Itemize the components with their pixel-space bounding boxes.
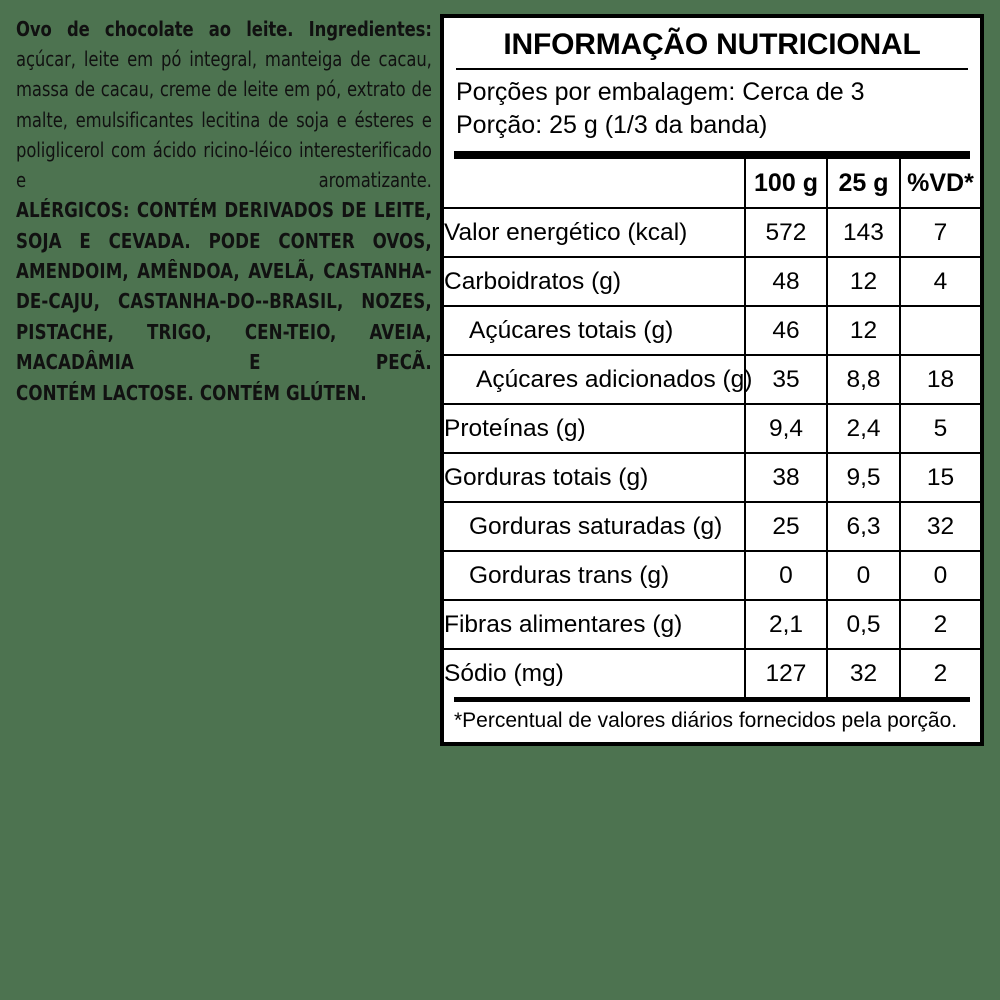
product-intro-text: Ovo de chocolate ao leite. Ingredientes: — [16, 17, 432, 41]
row-value-dv — [899, 306, 980, 356]
table-top-thick-divider — [454, 151, 970, 159]
row-value-serving: 0,5 — [826, 600, 900, 650]
row-value-100g: 2,1 — [744, 600, 827, 650]
table-row: Proteínas (g) 9,4 2,4 5 — [444, 404, 980, 454]
row-value-100g: 127 — [744, 649, 827, 697]
row-value-serving: 2,4 — [826, 404, 900, 454]
row-value-dv: 18 — [899, 355, 980, 405]
ingredients-panel: Ovo de chocolate ao leite. Ingredientes:… — [16, 14, 432, 408]
ingredients-body-text: açúcar, leite em pó integral, manteiga d… — [16, 47, 432, 193]
row-value-dv: 15 — [899, 453, 980, 503]
nutrition-facts-box: INFORMAÇÃO NUTRICIONAL Porções por embal… — [440, 14, 984, 746]
table-row: Gorduras totais (g) 38 9,5 15 — [444, 453, 980, 503]
row-value-dv: 32 — [899, 502, 980, 552]
row-value-100g: 9,4 — [744, 404, 827, 454]
header-per-serving: 25 g — [826, 159, 900, 209]
row-label: Açúcares totais (g) — [444, 306, 745, 356]
table-row: Sódio (mg) 127 32 2 — [444, 649, 980, 697]
row-value-dv: 7 — [899, 208, 980, 258]
header-per-100g: 100 g — [744, 159, 827, 209]
row-label: Gorduras saturadas (g) — [444, 502, 745, 552]
row-value-dv: 0 — [899, 551, 980, 601]
row-label: Proteínas (g) — [444, 404, 745, 454]
table-row: Açúcares totais (g) 46 12 — [444, 306, 980, 356]
row-value-serving: 143 — [826, 208, 900, 258]
table-row: Açúcares adicionados (g) 35 8,8 18 — [444, 355, 980, 405]
row-value-serving: 9,5 — [826, 453, 900, 503]
row-value-100g: 46 — [744, 306, 827, 356]
row-value-serving: 12 — [826, 257, 900, 307]
row-value-serving: 0 — [826, 551, 900, 601]
row-value-serving: 6,3 — [826, 502, 900, 552]
row-value-100g: 0 — [744, 551, 827, 601]
allergen-warning-text: ALÉRGICOS: CONTÉM DERIVADOS DE LEITE, SO… — [16, 198, 432, 375]
title-divider — [456, 68, 968, 70]
row-value-dv: 2 — [899, 649, 980, 697]
row-label: Fibras alimentares (g) — [444, 600, 745, 650]
row-label: Valor energético (kcal) — [444, 208, 745, 258]
table-row: Gorduras saturadas (g) 25 6,3 32 — [444, 502, 980, 552]
row-label: Sódio (mg) — [444, 659, 564, 687]
servings-per-package: Porções por embalagem: Cerca de 3 — [456, 78, 865, 106]
row-label: Carboidratos (g) — [444, 257, 745, 307]
header-nutrient-column — [444, 159, 745, 209]
row-label: Açúcares adicionados (g) — [444, 355, 752, 405]
table-header-row: 100 g 25 g %VD* — [444, 159, 980, 209]
ingredients-paragraph: Ovo de chocolate ao leite. Ingredientes:… — [16, 14, 432, 195]
row-value-100g: 25 — [744, 502, 827, 552]
table-row: Gorduras trans (g) 0 0 0 — [444, 551, 980, 601]
row-label: Gorduras totais (g) — [444, 453, 745, 503]
table-row: Carboidratos (g) 48 12 4 — [444, 257, 980, 307]
row-label: Gorduras trans (g) — [444, 551, 745, 601]
allergen-contains-text: CONTÉM LACTOSE. CONTÉM GLÚTEN. — [16, 380, 367, 405]
row-value-100g: 572 — [744, 208, 827, 258]
row-value-dv: 2 — [899, 600, 980, 650]
row-value-serving: 12 — [826, 306, 900, 356]
nutrition-title: INFORMAÇÃO NUTRICIONAL — [503, 28, 921, 61]
row-value-100g: 48 — [744, 257, 827, 307]
row-value-100g: 35 — [744, 355, 827, 405]
serving-size: Porção: 25 g (1/3 da banda) — [456, 111, 768, 139]
nutrition-table: 100 g 25 g %VD* Valor energético (kcal) … — [444, 159, 980, 697]
daily-value-footnote: *Percentual de valores diários fornecido… — [454, 709, 958, 732]
row-value-dv: 5 — [899, 404, 980, 454]
nutrition-table-body: 100 g 25 g %VD* Valor energético (kcal) … — [444, 159, 980, 697]
serving-info-block: Porções por embalagem: Cerca de 3 Porção… — [444, 70, 980, 146]
row-value-100g: 38 — [744, 453, 827, 503]
table-bottom-thick-divider — [454, 697, 970, 702]
header-daily-value: %VD* — [899, 159, 980, 209]
row-value-serving: 32 — [826, 649, 900, 697]
table-row: Valor energético (kcal) 572 143 7 — [444, 208, 980, 258]
row-value-serving: 8,8 — [826, 355, 900, 405]
row-value-dv: 4 — [899, 257, 980, 307]
table-row: Fibras alimentares (g) 2,1 0,5 2 — [444, 600, 980, 650]
